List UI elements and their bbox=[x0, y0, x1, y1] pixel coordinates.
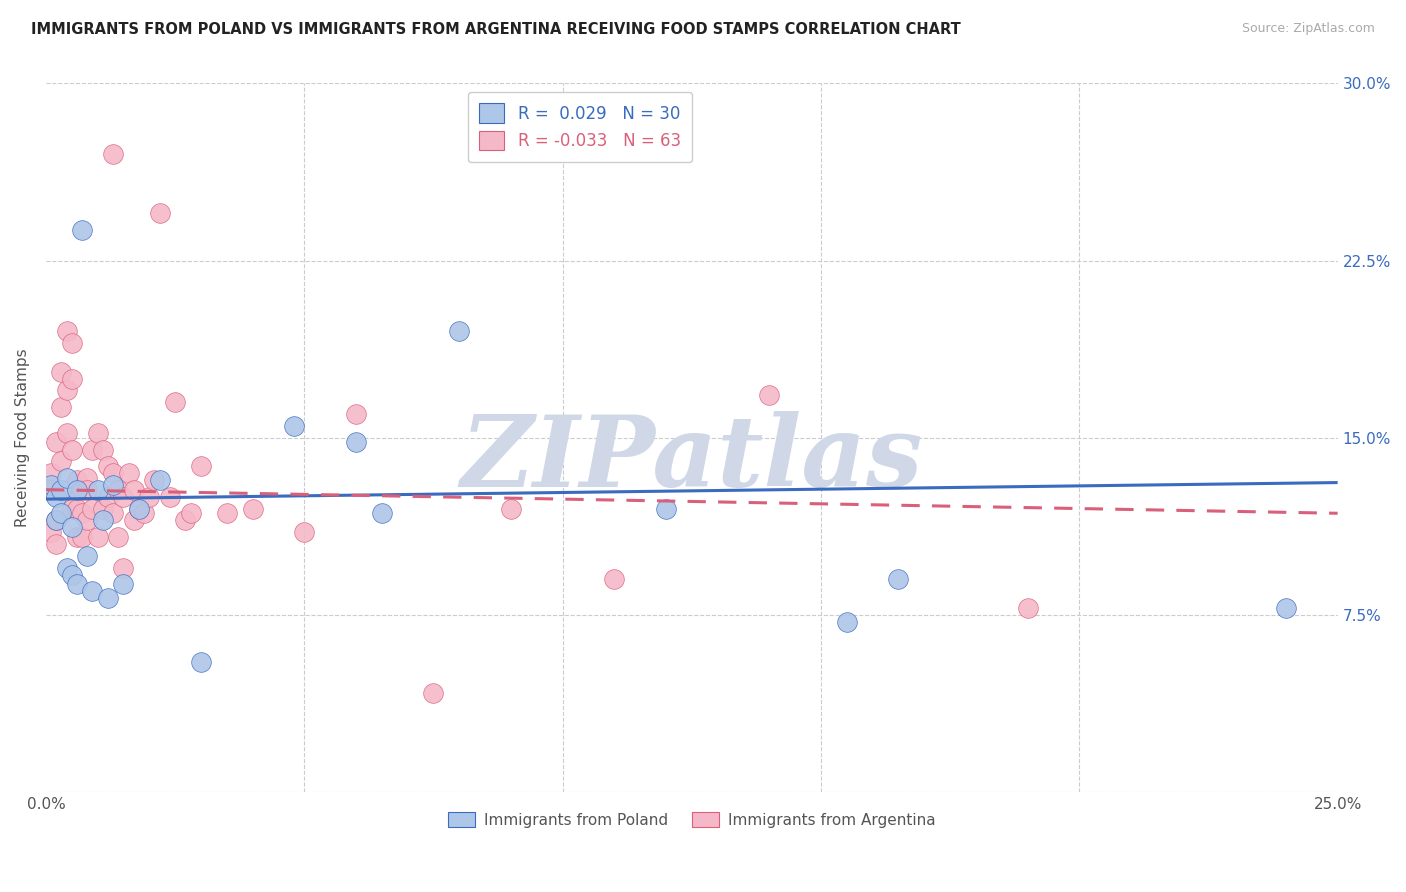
Point bbox=[101, 506, 124, 520]
Point bbox=[107, 483, 129, 497]
Point bbox=[134, 506, 156, 520]
Point bbox=[215, 506, 238, 520]
Point bbox=[122, 513, 145, 527]
Point bbox=[55, 384, 77, 398]
Point bbox=[51, 400, 73, 414]
Point bbox=[97, 458, 120, 473]
Point bbox=[66, 577, 89, 591]
Point bbox=[101, 147, 124, 161]
Point bbox=[91, 513, 114, 527]
Point bbox=[122, 483, 145, 497]
Point bbox=[86, 530, 108, 544]
Point bbox=[97, 490, 120, 504]
Point bbox=[60, 372, 83, 386]
Point bbox=[1017, 600, 1039, 615]
Point bbox=[422, 686, 444, 700]
Point bbox=[60, 501, 83, 516]
Point bbox=[60, 442, 83, 457]
Point bbox=[76, 483, 98, 497]
Point bbox=[344, 407, 367, 421]
Point bbox=[82, 584, 104, 599]
Point bbox=[758, 388, 780, 402]
Point bbox=[66, 530, 89, 544]
Point bbox=[55, 483, 77, 497]
Point bbox=[60, 520, 83, 534]
Point bbox=[55, 325, 77, 339]
Point bbox=[887, 573, 910, 587]
Point bbox=[190, 655, 212, 669]
Point bbox=[51, 506, 73, 520]
Point bbox=[55, 471, 77, 485]
Point bbox=[655, 501, 678, 516]
Point bbox=[86, 483, 108, 497]
Point bbox=[51, 365, 73, 379]
Point bbox=[66, 483, 89, 497]
Point bbox=[149, 473, 172, 487]
Point bbox=[344, 435, 367, 450]
Point bbox=[101, 466, 124, 480]
Point bbox=[149, 206, 172, 220]
Point bbox=[128, 501, 150, 516]
Text: ZIPatlas: ZIPatlas bbox=[461, 410, 922, 508]
Point bbox=[603, 573, 626, 587]
Point bbox=[112, 560, 135, 574]
Point bbox=[91, 442, 114, 457]
Point bbox=[45, 435, 67, 450]
Point bbox=[112, 577, 135, 591]
Point bbox=[39, 466, 62, 480]
Text: Source: ZipAtlas.com: Source: ZipAtlas.com bbox=[1241, 22, 1375, 36]
Point bbox=[449, 325, 471, 339]
Point bbox=[242, 501, 264, 516]
Point bbox=[91, 501, 114, 516]
Point bbox=[97, 591, 120, 606]
Point bbox=[292, 525, 315, 540]
Point bbox=[70, 506, 93, 520]
Point bbox=[45, 513, 67, 527]
Point bbox=[165, 395, 187, 409]
Point bbox=[70, 530, 93, 544]
Text: IMMIGRANTS FROM POLAND VS IMMIGRANTS FROM ARGENTINA RECEIVING FOOD STAMPS CORREL: IMMIGRANTS FROM POLAND VS IMMIGRANTS FRO… bbox=[31, 22, 960, 37]
Point bbox=[39, 483, 62, 497]
Point bbox=[55, 560, 77, 574]
Point bbox=[55, 425, 77, 440]
Point bbox=[82, 442, 104, 457]
Point bbox=[60, 336, 83, 351]
Point bbox=[117, 466, 139, 480]
Point bbox=[499, 501, 522, 516]
Point bbox=[112, 490, 135, 504]
Point bbox=[283, 418, 305, 433]
Point bbox=[66, 501, 89, 516]
Point bbox=[70, 223, 93, 237]
Point bbox=[86, 425, 108, 440]
Point bbox=[159, 490, 181, 504]
Point bbox=[51, 454, 73, 468]
Point bbox=[1275, 600, 1298, 615]
Point bbox=[51, 483, 73, 497]
Point bbox=[174, 513, 197, 527]
Point bbox=[107, 530, 129, 544]
Point bbox=[138, 490, 160, 504]
Legend: Immigrants from Poland, Immigrants from Argentina: Immigrants from Poland, Immigrants from … bbox=[441, 805, 942, 834]
Point bbox=[45, 490, 67, 504]
Point bbox=[76, 513, 98, 527]
Y-axis label: Receiving Food Stamps: Receiving Food Stamps bbox=[15, 349, 30, 527]
Point bbox=[82, 501, 104, 516]
Point bbox=[76, 471, 98, 485]
Point bbox=[143, 473, 166, 487]
Point bbox=[190, 458, 212, 473]
Point bbox=[70, 483, 93, 497]
Point bbox=[835, 615, 858, 629]
Point bbox=[76, 549, 98, 563]
Point bbox=[180, 506, 202, 520]
Point bbox=[39, 525, 62, 540]
Point bbox=[60, 567, 83, 582]
Point bbox=[371, 506, 394, 520]
Point bbox=[45, 513, 67, 527]
Point bbox=[128, 501, 150, 516]
Point bbox=[66, 473, 89, 487]
Point bbox=[45, 537, 67, 551]
Point bbox=[39, 478, 62, 492]
Point bbox=[101, 478, 124, 492]
